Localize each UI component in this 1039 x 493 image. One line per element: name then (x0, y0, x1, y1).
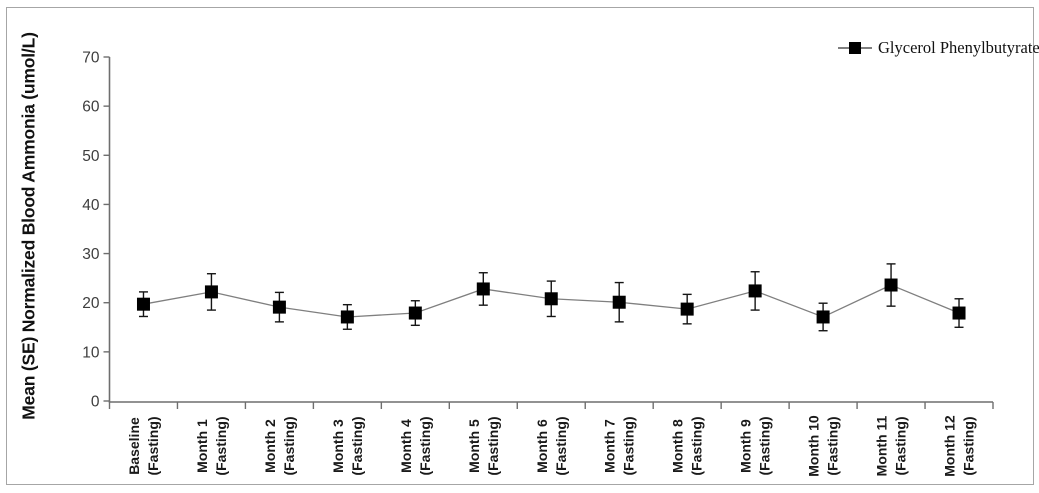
x-category-label-line2: (Fasting) (893, 416, 909, 475)
legend-label: Glycerol Phenylbutyrate (878, 38, 1039, 57)
data-point-marker (408, 306, 422, 320)
x-category-label-line2: (Fasting) (145, 416, 161, 475)
y-tick-label: 50 (82, 148, 100, 165)
x-category-label-line2: (Fasting) (349, 416, 365, 475)
y-tick-label: 0 (91, 394, 100, 411)
x-category-label-line2: (Fasting) (281, 416, 297, 475)
x-category-label-line1: Month 8 (670, 419, 686, 473)
data-point-marker (204, 285, 218, 299)
x-category-label-line1: Month 5 (466, 419, 482, 473)
x-category-label-line1: Month 7 (602, 419, 618, 473)
y-tick-label: 20 (82, 295, 100, 312)
legend-marker-icon (838, 42, 872, 54)
x-category-label-line1: Month 11 (874, 415, 890, 476)
x-category-label-line1: Month 3 (330, 419, 346, 473)
x-category-label-line2: (Fasting) (553, 416, 569, 475)
x-category-label-line2: (Fasting) (213, 416, 229, 475)
x-category-label-line2: (Fasting) (485, 416, 501, 475)
x-category-label-line1: Baseline (126, 417, 142, 475)
data-point-marker (884, 278, 898, 292)
data-point-marker (612, 295, 626, 309)
legend: Glycerol Phenylbutyrate (838, 38, 1039, 58)
x-category-label-line2: (Fasting) (417, 416, 433, 475)
x-category-label-line1: Month 12 (942, 415, 958, 477)
x-category-label-line2: (Fasting) (689, 416, 705, 475)
data-point-marker (952, 306, 966, 320)
data-point-marker (816, 310, 830, 324)
y-tick-label: 40 (82, 197, 100, 214)
y-tick-label: 10 (82, 344, 100, 361)
y-tick-label: 60 (82, 99, 100, 116)
x-category-label-line1: Month 1 (194, 419, 210, 473)
data-point-marker (680, 302, 694, 316)
x-category-label-line1: Month 9 (738, 419, 754, 473)
x-category-label-line2: (Fasting) (961, 416, 977, 475)
data-point-marker (748, 284, 762, 298)
data-point-marker (340, 310, 354, 324)
data-point-marker (544, 292, 558, 306)
y-tick-label: 70 (82, 50, 100, 67)
x-category-label-line2: (Fasting) (621, 416, 637, 475)
x-category-label-line1: Month 4 (398, 419, 414, 473)
y-tick-label: 30 (82, 246, 100, 263)
x-category-label-line1: Month 10 (806, 415, 822, 477)
x-category-label-line1: Month 2 (262, 419, 278, 473)
x-category-label-line2: (Fasting) (825, 416, 841, 475)
x-category-label-line2: (Fasting) (757, 416, 773, 475)
data-point-marker (272, 300, 286, 314)
data-point-marker (136, 297, 150, 311)
x-category-label-line1: Month 6 (534, 419, 550, 473)
data-point-marker (476, 282, 490, 296)
